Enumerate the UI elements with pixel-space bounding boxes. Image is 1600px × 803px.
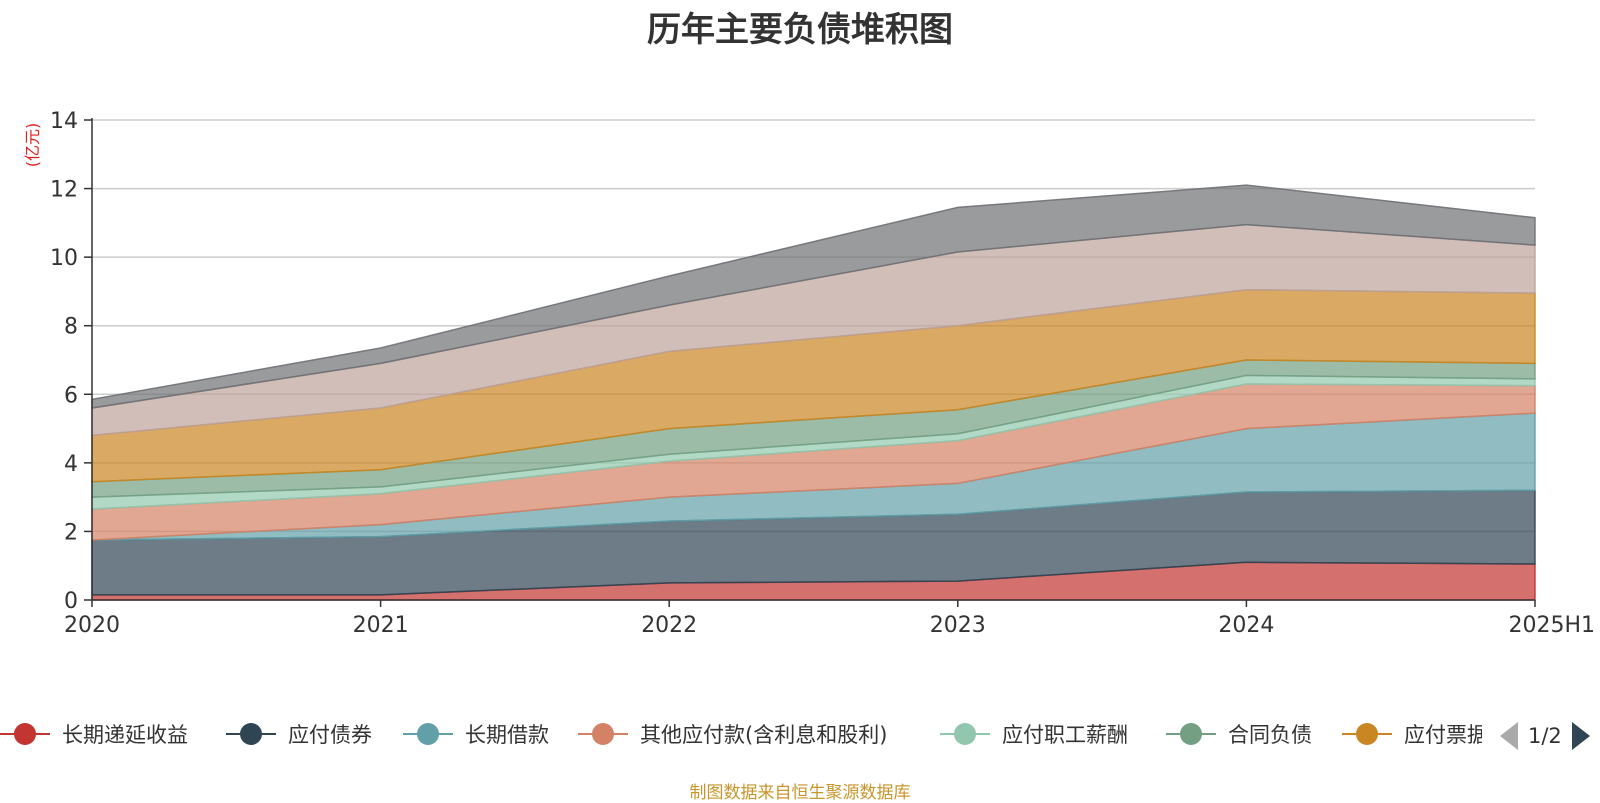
data-source-note: 制图数据来自恒生聚源数据库 — [689, 783, 911, 803]
y-tick-label: 4 — [64, 452, 78, 477]
y-tick-label: 12 — [50, 178, 78, 203]
legend-item[interactable]: 长期借款 — [403, 716, 549, 752]
legend-label: 合同负债 — [1228, 723, 1312, 747]
chart-title: 历年主要负债堆积图 — [647, 10, 953, 50]
legend-marker-icon — [0, 716, 50, 752]
y-tick-label: 14 — [50, 109, 78, 134]
legend-marker-icon — [226, 716, 276, 752]
legend-marker-icon — [403, 716, 453, 752]
legend: 长期递延收益 应付债券 长期借款 其他应付款(含利息和股利) 应付职工薪酬 合同负债 应付票… — [0, 716, 1600, 756]
y-axis-unit-label: (亿元) — [23, 123, 42, 168]
y-tick-label: 2 — [64, 520, 78, 545]
legend-item[interactable]: 应付职工薪酬 — [940, 716, 1128, 752]
legend-item[interactable]: 合同负债 — [1166, 716, 1312, 752]
x-tick-label: 2024 — [1218, 613, 1274, 638]
legend-items: 长期递延收益 应付债券 长期借款 其他应付款(含利息和股利) 应付职工薪酬 合同负债 应付票… — [0, 716, 1482, 756]
legend-label: 应付职工薪酬 — [1002, 723, 1128, 747]
axes: 0 2 4 6 8 10 12 14 2020 2021 2022 2023 2024 2025H1 — [50, 109, 1595, 638]
legend-page-indicator: 1/2 — [1528, 724, 1562, 748]
area-series-8[interactable] — [91, 184, 1536, 409]
x-tick-label: 2021 — [353, 613, 409, 638]
y-tick-label: 0 — [64, 589, 78, 614]
legend-item[interactable]: 应付票据 — [1342, 716, 1482, 752]
x-tick-label: 2025H1 — [1508, 613, 1595, 638]
legend-marker-icon — [1166, 716, 1216, 752]
y-tick-label: 10 — [50, 246, 78, 271]
legend-item[interactable]: 其他应付款(含利息和股利) — [578, 716, 887, 752]
legend-prev-page-icon[interactable] — [1500, 722, 1518, 750]
legend-label: 长期借款 — [465, 723, 549, 747]
legend-next-page-icon[interactable] — [1571, 722, 1590, 750]
legend-marker-icon — [578, 716, 628, 752]
legend-label: 应付票据 — [1404, 723, 1482, 747]
legend-item[interactable]: 应付债券 — [226, 716, 372, 752]
y-tick-label: 8 — [64, 315, 78, 340]
y-tick-label: 6 — [64, 383, 78, 408]
legend-label: 应付债券 — [288, 723, 372, 747]
area-series — [91, 184, 1536, 601]
legend-label: 长期递延收益 — [62, 723, 188, 747]
x-tick-label: 2023 — [930, 613, 986, 638]
legend-marker-icon — [1342, 716, 1392, 752]
legend-pager: 1/2 — [1500, 718, 1590, 754]
chart-plot: 0 2 4 6 8 10 12 14 2020 2021 2022 2023 2024 2025H1 (亿… — [23, 109, 1595, 638]
x-tick-label: 2020 — [64, 613, 120, 638]
legend-item[interactable]: 长期递延收益 — [0, 716, 188, 752]
legend-label: 其他应付款(含利息和股利) — [640, 723, 888, 747]
legend-marker-icon — [940, 716, 990, 752]
x-tick-label: 2022 — [641, 613, 697, 638]
